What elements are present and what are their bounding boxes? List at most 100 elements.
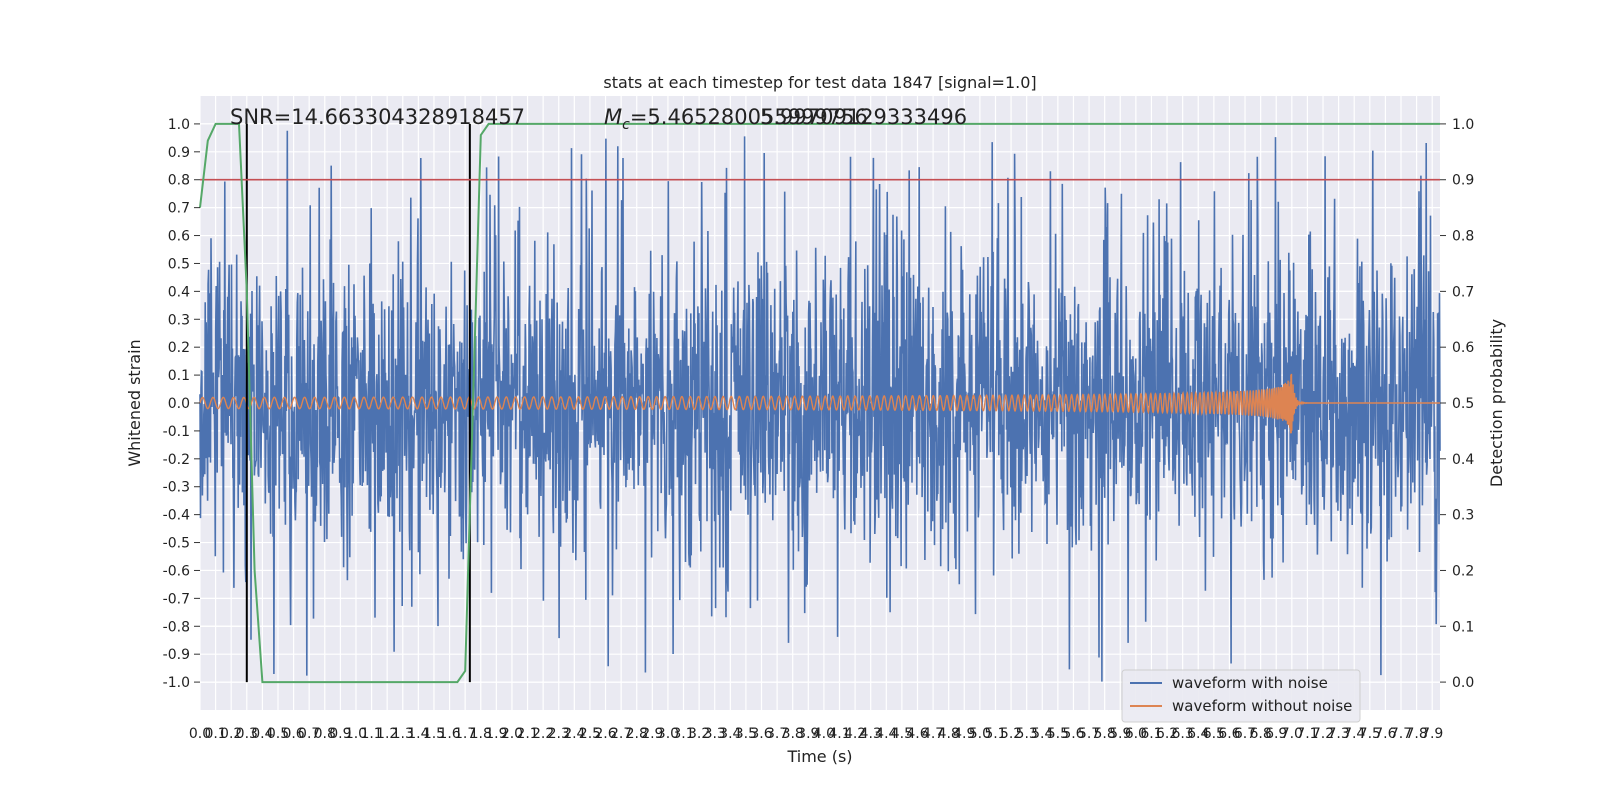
x-tick-label: 1.4 — [407, 726, 429, 742]
y2-tick-label: 0.0 — [1452, 675, 1474, 691]
y-tick-label: 1.0 — [168, 117, 190, 133]
y2-tick-label: 0.9 — [1452, 173, 1474, 189]
mc-overlap-annotation: 5.99709129333496 — [760, 105, 967, 129]
x-tick-label: 3.8 — [782, 726, 804, 742]
y2-tick-label: 0.3 — [1452, 508, 1474, 524]
x-tick-label: 4.1 — [828, 726, 850, 742]
x-tick-label: 1.6 — [438, 726, 460, 742]
y-tick-label: 0.6 — [168, 229, 190, 245]
x-tick-label: 4.3 — [860, 726, 882, 742]
x-tick-label: 5.2 — [1000, 726, 1022, 742]
x-tick-label: 7.2 — [1312, 726, 1334, 742]
x-tick-label: 3.0 — [657, 726, 679, 742]
y-tick-label: 0.3 — [168, 312, 190, 328]
x-tick-label: 5.4 — [1031, 726, 1053, 742]
y-tick-label: 0.7 — [168, 201, 190, 217]
y2-tick-label: 0.1 — [1452, 619, 1474, 635]
x-tick-label: 2.8 — [626, 726, 648, 742]
x-tick-label: 1.0 — [345, 726, 367, 742]
x-tick-label: 6.5 — [1203, 726, 1225, 742]
x-tick-label: 0.4 — [251, 726, 273, 742]
chart-title: stats at each timestep for test data 184… — [603, 73, 1036, 92]
x-tick-label: 2.3 — [548, 726, 570, 742]
x-tick-label: 0.8 — [314, 726, 336, 742]
x-tick-label: 6.0 — [1125, 726, 1147, 742]
x-tick-label: 5.8 — [1094, 726, 1116, 742]
y-tick-label: 0.2 — [168, 340, 190, 356]
x-tick-label: 7.3 — [1327, 726, 1349, 742]
y2-tick-label: 0.6 — [1452, 340, 1474, 356]
x-tick-label: 1.2 — [376, 726, 398, 742]
x-tick-label: 1.8 — [470, 726, 492, 742]
x-tick-label: 7.5 — [1359, 726, 1381, 742]
x-tick-label: 1.7 — [454, 726, 476, 742]
clean-line — [199, 373, 1440, 434]
y-tick-label: 0.8 — [168, 173, 190, 189]
x-tick-label: 3.9 — [797, 726, 819, 742]
x-tick-label: 0.6 — [282, 726, 304, 742]
x-tick-label: 2.6 — [594, 726, 616, 742]
snr-annotation: SNR=14.663304328918457 — [230, 105, 525, 129]
y-tick-label: -0.6 — [163, 563, 190, 579]
x-tick-label: 6.9 — [1265, 726, 1287, 742]
mc-value: =5.465280055999756 — [630, 105, 868, 129]
x-tick-label: 7.9 — [1421, 726, 1443, 742]
x-tick-label: 6.1 — [1140, 726, 1162, 742]
mc-subscript: c — [622, 117, 630, 133]
x-tick-label: 2.4 — [563, 726, 585, 742]
y-tick-label: -0.2 — [163, 452, 190, 468]
y-tick-label: -0.4 — [163, 508, 190, 524]
legend-box — [1121, 669, 1361, 723]
y-tick-label: 0.9 — [168, 145, 190, 161]
x-tick-label: 6.7 — [1234, 726, 1256, 742]
x-tick-label: 1.5 — [423, 726, 445, 742]
y-tick-label: -1.0 — [163, 675, 190, 691]
x-tick-label: 7.7 — [1390, 726, 1412, 742]
x-tick-label: 2.2 — [532, 726, 554, 742]
x-tick-label: 2.9 — [641, 726, 663, 742]
y-tick-label: -0.1 — [163, 424, 190, 440]
x-tick-label: 7.0 — [1281, 726, 1303, 742]
legend-label-clean: waveform without noise — [1172, 697, 1352, 715]
mc-symbol: M — [604, 105, 622, 129]
x-tick-label: 6.8 — [1249, 726, 1271, 742]
legend-label-noise: waveform with noise — [1172, 674, 1328, 692]
x-tick-label: 2.5 — [579, 726, 601, 742]
x-tick-label: 5.0 — [969, 726, 991, 742]
y2-tick-label: 0.2 — [1452, 563, 1474, 579]
x-tick-label: 0.2 — [220, 726, 242, 742]
x-tick-label: 3.4 — [719, 726, 741, 742]
y2-tick-label: 0.5 — [1452, 396, 1474, 412]
x-tick-label: 4.7 — [922, 726, 944, 742]
x-tick-label: 3.3 — [704, 726, 726, 742]
x-tick-label: 2.0 — [501, 726, 523, 742]
x-tick-label: 5.9 — [1109, 726, 1131, 742]
x-tick-label: 3.7 — [766, 726, 788, 742]
y-tick-label: -0.8 — [163, 619, 190, 635]
y2-tick-label: 1.0 — [1452, 117, 1474, 133]
x-tick-label: 2.1 — [516, 726, 538, 742]
x-tick-label: 7.4 — [1343, 726, 1365, 742]
series-waveform-without-noise — [199, 373, 1440, 434]
x-tick-label: 7.8 — [1405, 726, 1427, 742]
x-tick-label: 3.5 — [735, 726, 757, 742]
x-tick-label: 0.7 — [298, 726, 320, 742]
y-tick-label: 0.0 — [168, 396, 190, 412]
x-tick-label: 6.2 — [1156, 726, 1178, 742]
x-tick-label: 5.3 — [1016, 726, 1038, 742]
y-tick-label: -0.3 — [163, 480, 190, 496]
x-tick-label: 3.2 — [688, 726, 710, 742]
noise-line — [199, 130, 1441, 682]
x-tick-label: 4.0 — [813, 726, 835, 742]
x-tick-label: 1.9 — [485, 726, 507, 742]
x-tick-label: 0.1 — [204, 726, 226, 742]
x-tick-label: 6.4 — [1187, 726, 1209, 742]
x-tick-label: 4.4 — [875, 726, 897, 742]
x-tick-label: 3.6 — [750, 726, 772, 742]
x-tick-label: 4.9 — [953, 726, 975, 742]
y-tick-label: -0.7 — [163, 591, 190, 607]
y-axis-label: Whitened strain — [125, 339, 144, 466]
y2-tick-label: 0.8 — [1452, 229, 1474, 245]
x-tick-label: 5.5 — [1047, 726, 1069, 742]
